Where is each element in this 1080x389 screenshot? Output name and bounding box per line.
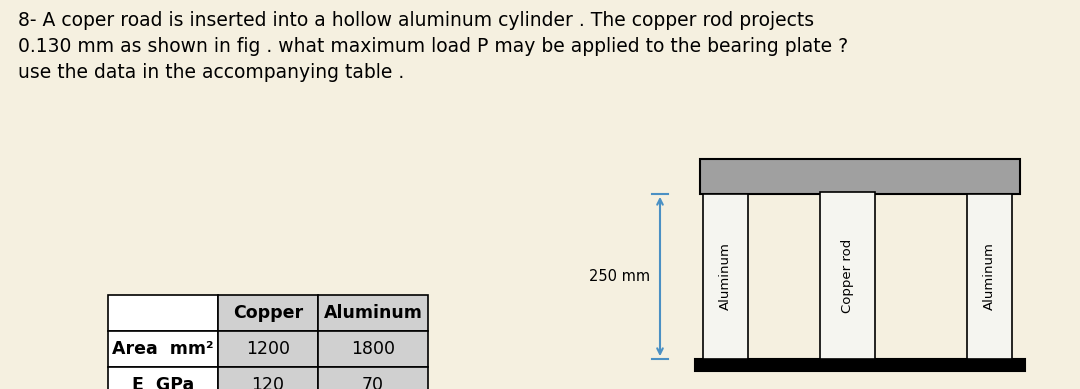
Bar — [318, 295, 428, 331]
Text: Copper: Copper — [233, 304, 303, 322]
Bar — [218, 367, 318, 389]
Text: 0.130 mm as shown in fig . what maximum load P may be applied to the bearing pla: 0.130 mm as shown in fig . what maximum … — [18, 37, 848, 56]
Text: 250 mm: 250 mm — [590, 269, 650, 284]
Bar — [967, 194, 1012, 359]
Text: 120: 120 — [252, 376, 284, 389]
Bar — [820, 192, 875, 359]
Text: Copper rod: Copper rod — [841, 238, 854, 313]
Text: 70: 70 — [362, 376, 384, 389]
Bar — [108, 367, 218, 389]
Bar — [700, 159, 1020, 194]
Bar — [218, 295, 318, 331]
Text: Aluminum: Aluminum — [324, 304, 422, 322]
Text: use the data in the accompanying table .: use the data in the accompanying table . — [18, 63, 404, 82]
Text: Aluminum: Aluminum — [719, 243, 732, 310]
Text: 1200: 1200 — [246, 340, 291, 358]
Text: E  GPa: E GPa — [132, 376, 194, 389]
Bar — [108, 295, 218, 331]
Text: 8- A coper road is inserted into a hollow aluminum cylinder . The copper rod pro: 8- A coper road is inserted into a hollo… — [18, 11, 814, 30]
Bar — [696, 359, 1025, 371]
Bar — [318, 367, 428, 389]
Bar — [318, 331, 428, 367]
Bar — [108, 331, 218, 367]
Text: Area  mm²: Area mm² — [112, 340, 214, 358]
Text: Aluminum: Aluminum — [983, 243, 996, 310]
Bar — [218, 331, 318, 367]
Text: 1800: 1800 — [351, 340, 395, 358]
Bar — [703, 194, 748, 359]
